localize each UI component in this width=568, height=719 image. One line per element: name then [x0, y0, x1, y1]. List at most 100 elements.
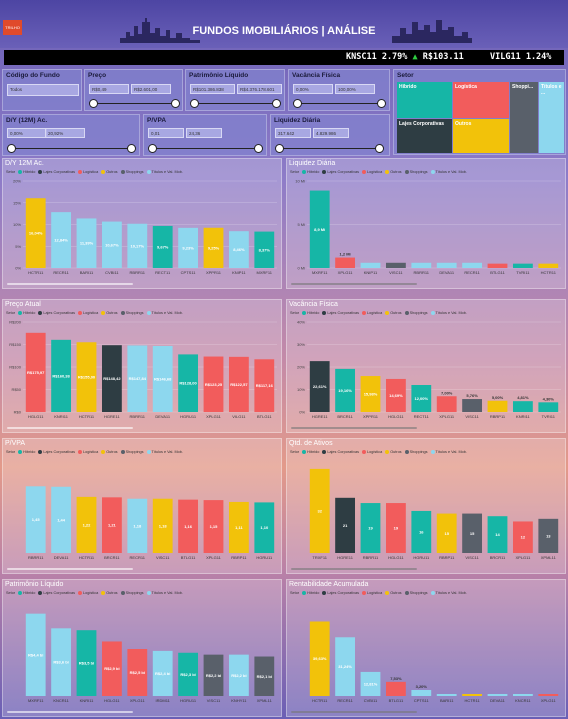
chart-bar[interactable]	[538, 694, 559, 696]
chart-bar[interactable]	[178, 652, 199, 696]
chart-bar[interactable]	[203, 356, 224, 412]
legend-item[interactable]: Híbrido	[302, 591, 319, 595]
slider-min-handle[interactable]	[190, 99, 199, 108]
legend-item[interactable]: Shoppings	[404, 311, 428, 315]
price-min-input[interactable]: R$0,49	[89, 84, 129, 94]
chart-bar[interactable]	[538, 518, 559, 553]
patrimonio-min-input[interactable]: R$101.386.838	[190, 84, 235, 94]
chart-bar[interactable]	[254, 231, 275, 268]
legend-item[interactable]: Títulos e Val. Mob.	[146, 591, 183, 595]
legend-item[interactable]: Logística	[361, 170, 382, 174]
liquidez-min-input[interactable]: 317.642	[275, 128, 311, 138]
legend-item[interactable]: Logística	[77, 170, 98, 174]
chart-bar[interactable]	[254, 656, 275, 696]
chart-bar[interactable]	[76, 218, 97, 268]
chart-bar[interactable]	[436, 396, 457, 412]
chart-bar[interactable]	[127, 649, 148, 696]
legend-item[interactable]: Logística	[77, 450, 98, 454]
legend-item[interactable]: Shoppings	[120, 450, 144, 454]
chart-bar[interactable]	[462, 399, 483, 412]
chart-bar[interactable]	[152, 225, 173, 268]
chart-bar[interactable]	[462, 513, 483, 553]
legend-item[interactable]: Títulos e Val. Mob.	[146, 170, 183, 174]
chart-bar[interactable]	[538, 263, 559, 268]
chart-bar[interactable]	[411, 262, 432, 268]
legend-item[interactable]: Lajes Corporativas	[322, 450, 359, 454]
slider-min-handle[interactable]	[293, 99, 302, 108]
chart-bar[interactable]	[309, 190, 330, 268]
price-max-input[interactable]: R$2.601,00	[131, 84, 171, 94]
chart-bar[interactable]	[228, 501, 249, 553]
legend-item[interactable]: Híbrido	[302, 311, 319, 315]
chart-bar[interactable]	[152, 345, 173, 412]
patrimonio-max-input[interactable]: R$4.376.178.601	[237, 84, 282, 94]
chart-bar[interactable]	[25, 332, 46, 412]
chart-bar[interactable]	[436, 513, 457, 553]
chart-bar[interactable]	[487, 263, 508, 268]
slider-max-handle[interactable]	[272, 99, 281, 108]
chart-bar[interactable]	[360, 671, 381, 696]
chart-bar[interactable]	[228, 654, 249, 696]
chart-bar[interactable]	[178, 227, 199, 268]
horizontal-scrollbar[interactable]	[291, 283, 417, 285]
legend-item[interactable]: Shoppings	[404, 450, 428, 454]
chart-bar[interactable]	[127, 223, 148, 268]
chart-bar[interactable]	[51, 486, 72, 553]
chart-bar[interactable]	[51, 339, 72, 412]
legend-item[interactable]: Títulos e Val. Mob.	[146, 450, 183, 454]
chart-bar[interactable]	[385, 262, 406, 268]
legend-item[interactable]: Shoppings	[404, 591, 428, 595]
liquidez-max-input[interactable]: 4.829.986	[313, 128, 349, 138]
legend-item[interactable]: Logística	[361, 450, 382, 454]
chart-bar[interactable]	[360, 503, 381, 553]
legend-item[interactable]: Logística	[361, 311, 382, 315]
chart-bar[interactable]	[487, 400, 508, 412]
chart-bar[interactable]	[76, 496, 97, 553]
chart-bar[interactable]	[228, 231, 249, 268]
chart-bar[interactable]	[512, 521, 533, 553]
legend-item[interactable]: Shoppings	[404, 170, 428, 174]
legend-item[interactable]: Lajes Corporativas	[322, 311, 359, 315]
chart-bar[interactable]	[335, 257, 356, 268]
slider-min-handle[interactable]	[148, 144, 157, 153]
chart-bar[interactable]	[335, 368, 356, 412]
legend-item[interactable]: Títulos e Val. Mob.	[146, 311, 183, 315]
legend-item[interactable]: Outros	[101, 170, 118, 174]
slider-max-handle[interactable]	[127, 144, 136, 153]
chart-bar[interactable]	[254, 502, 275, 553]
chart-bar[interactable]	[254, 359, 275, 412]
chart-bar[interactable]	[178, 499, 199, 553]
chart-bar[interactable]	[25, 486, 46, 553]
chart-bar[interactable]	[101, 345, 122, 412]
slider-max-handle[interactable]	[254, 144, 263, 153]
chart-bar[interactable]	[462, 262, 483, 268]
chart-bar[interactable]	[203, 227, 224, 268]
chart-bar[interactable]	[512, 694, 533, 696]
legend-item[interactable]: Títulos e Val. Mob.	[430, 450, 467, 454]
chart-bar[interactable]	[101, 497, 122, 553]
chart-bar[interactable]	[360, 262, 381, 268]
chart-bar[interactable]	[178, 354, 199, 412]
legend-item[interactable]: Lajes Corporativas	[38, 450, 75, 454]
chart-bar[interactable]	[203, 654, 224, 696]
chart-bar[interactable]	[487, 516, 508, 553]
slider-max-handle[interactable]	[375, 144, 384, 153]
dy-max-input[interactable]: 20,92%	[45, 128, 85, 138]
chart-bar[interactable]	[411, 385, 432, 412]
chart-bar[interactable]	[309, 468, 330, 553]
chart-bar[interactable]	[538, 402, 559, 412]
horizontal-scrollbar[interactable]	[291, 711, 417, 713]
legend-item[interactable]: Logística	[77, 311, 98, 315]
chart-bar[interactable]	[487, 694, 508, 696]
legend-item[interactable]: Híbrido	[18, 591, 35, 595]
chart-bar[interactable]	[335, 497, 356, 553]
legend-item[interactable]: Outros	[385, 450, 402, 454]
slider-min-handle[interactable]	[89, 99, 98, 108]
chart-bar[interactable]	[101, 221, 122, 268]
legend-item[interactable]: Lajes Corporativas	[38, 311, 75, 315]
treemap-tile-lajes[interactable]: Lajes Corporativas	[397, 119, 452, 153]
chart-bar[interactable]	[411, 689, 432, 696]
legend-item[interactable]: Outros	[101, 311, 118, 315]
chart-bar[interactable]	[309, 361, 330, 412]
legend-item[interactable]: Títulos e Val. Mob.	[430, 170, 467, 174]
